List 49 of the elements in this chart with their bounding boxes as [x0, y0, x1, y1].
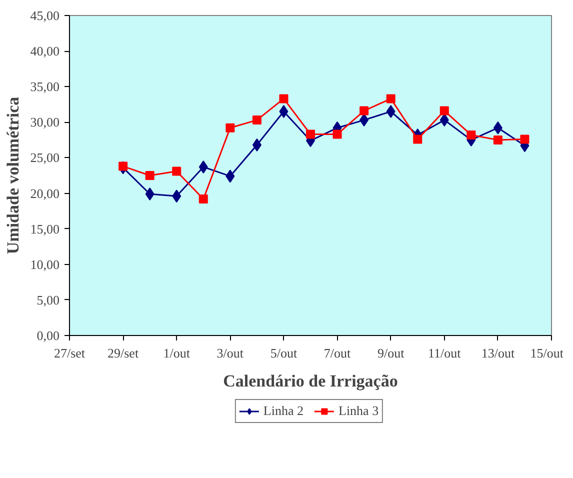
point [493, 121, 502, 134]
x-tick-label: 3/out [216, 346, 244, 360]
y-tick-label: 20,00 [30, 186, 60, 201]
legend-label: Linha 2 [263, 403, 304, 419]
point [172, 166, 182, 176]
point [332, 130, 342, 139]
point [386, 94, 396, 104]
y-tick-label: 10,00 [30, 256, 60, 272]
x-axis-title: Calendário de Irrigação [223, 372, 398, 390]
point [252, 138, 262, 152]
y-tick-label: 5,00 [36, 292, 60, 308]
point [172, 190, 182, 203]
x-tick-label: 1/out [163, 346, 190, 360]
point [198, 160, 208, 174]
point [360, 106, 369, 116]
y-tick-label: 15,00 [30, 221, 60, 236]
point [386, 105, 396, 118]
y-tick-label: 25,00 [30, 150, 60, 166]
x-tick-label: 29/set [108, 346, 139, 360]
y-tick-label: 0,00 [36, 328, 60, 343]
point [226, 170, 235, 183]
point [413, 134, 422, 144]
point [279, 105, 288, 118]
x-tick-label: 9/out [377, 346, 405, 360]
y-tick-label: 40,00 [30, 44, 60, 59]
point [118, 162, 128, 171]
y-tick-label: 30,00 [30, 114, 60, 130]
point [440, 106, 449, 116]
point [145, 187, 154, 200]
point [520, 134, 530, 144]
x-tick-label: 11/out [428, 346, 462, 360]
point [252, 116, 262, 125]
y-axis-title: Umidade volumétrica [3, 96, 22, 254]
point [360, 114, 369, 127]
point [279, 94, 288, 104]
y-tick-label: 35,00 [30, 79, 60, 94]
x-tick-label: 5/out [270, 346, 298, 360]
x-tick-label: 13/out [481, 346, 515, 360]
point [198, 194, 208, 204]
legend-label: Linha 3 [338, 403, 379, 419]
point [440, 114, 449, 127]
point [466, 130, 476, 140]
point [145, 171, 154, 180]
point [493, 135, 502, 144]
y-tick-label: 45,00 [30, 8, 60, 23]
point [306, 130, 315, 139]
x-tick-label: 27/set [54, 346, 86, 360]
x-tick-label: 7/out [324, 346, 352, 360]
point [226, 123, 235, 132]
